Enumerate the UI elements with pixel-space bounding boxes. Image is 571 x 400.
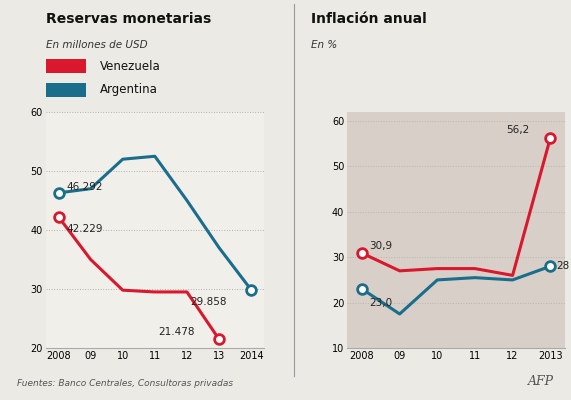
Text: Reservas monetarias: Reservas monetarias bbox=[46, 12, 211, 26]
Text: 46.292: 46.292 bbox=[67, 182, 103, 192]
Text: 30,9: 30,9 bbox=[369, 241, 392, 251]
Text: En millones de USD: En millones de USD bbox=[46, 40, 147, 50]
Text: 23,0: 23,0 bbox=[369, 298, 392, 308]
Text: Argentina: Argentina bbox=[100, 84, 158, 96]
Text: 21.478: 21.478 bbox=[158, 327, 195, 337]
Text: En %: En % bbox=[311, 40, 337, 50]
Text: Inflación anual: Inflación anual bbox=[311, 12, 427, 26]
Text: 28: 28 bbox=[556, 261, 569, 271]
Text: 56,2: 56,2 bbox=[506, 125, 529, 135]
Text: Venezuela: Venezuela bbox=[100, 60, 160, 72]
Text: 42.229: 42.229 bbox=[67, 224, 103, 234]
Text: 29.858: 29.858 bbox=[190, 297, 227, 307]
Text: Fuentes: Banco Centrales, Consultoras privadas: Fuentes: Banco Centrales, Consultoras pr… bbox=[17, 379, 234, 388]
Text: AFP: AFP bbox=[528, 375, 554, 388]
